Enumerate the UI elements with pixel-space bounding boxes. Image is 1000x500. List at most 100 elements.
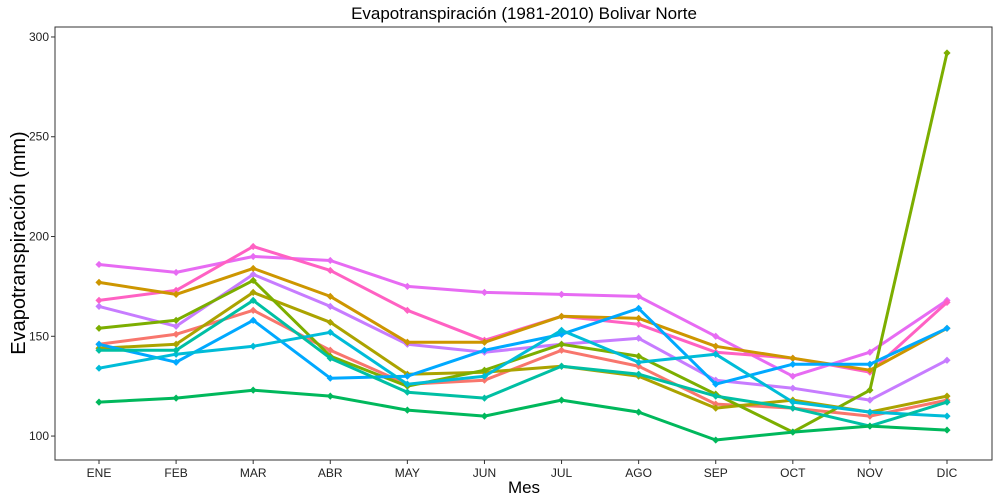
data-point <box>403 338 411 346</box>
data-point <box>557 340 566 348</box>
data-point <box>249 276 257 285</box>
data-point <box>480 338 489 346</box>
data-point <box>326 346 334 354</box>
data-point <box>635 362 643 370</box>
series-line <box>97 272 949 402</box>
data-point <box>172 286 180 294</box>
data-point <box>635 292 643 300</box>
series-3 <box>95 270 951 404</box>
data-point <box>326 318 334 326</box>
data-point <box>326 392 334 400</box>
x-tick-label: FEB <box>164 466 187 480</box>
y-axis: 100 150 200 250 300 <box>29 30 55 443</box>
data-point <box>172 346 180 354</box>
series-line <box>97 290 949 414</box>
series-11 <box>95 386 951 444</box>
data-point <box>712 392 720 400</box>
data-point <box>172 350 180 358</box>
data-point <box>172 322 180 330</box>
data-point <box>172 340 180 348</box>
series-1 <box>95 252 951 380</box>
x-tick-label: DIC <box>937 466 958 480</box>
data-point <box>172 358 180 366</box>
data-point <box>943 392 951 400</box>
data-point <box>557 346 566 354</box>
x-tick-label: NOV <box>857 466 883 480</box>
data-point <box>95 302 103 310</box>
series-8 <box>95 304 951 388</box>
x-tick-label: AGO <box>625 466 652 480</box>
data-point <box>172 268 180 277</box>
data-point <box>943 298 951 306</box>
data-point <box>95 296 103 304</box>
data-point <box>943 49 951 57</box>
series-10 <box>95 296 951 430</box>
chart-title: Evapotranspiración (1981-2010) Bolivar N… <box>351 4 697 23</box>
x-tick-label: MAR <box>240 466 267 480</box>
data-point <box>789 404 797 412</box>
y-tick-label: 200 <box>29 230 49 244</box>
data-point <box>557 330 566 338</box>
x-tick-label: SEP <box>704 466 728 480</box>
x-tick-label: OCT <box>780 466 806 480</box>
data-point <box>249 242 257 251</box>
data-point <box>403 380 411 388</box>
data-point <box>95 364 103 372</box>
series-line <box>97 298 949 428</box>
data-point <box>480 372 489 380</box>
data-point <box>943 398 951 406</box>
data-point <box>943 412 951 420</box>
data-point <box>95 278 103 287</box>
data-point <box>943 324 951 332</box>
series-line <box>97 328 949 418</box>
x-tick-label: MAY <box>395 466 420 480</box>
data-point <box>95 260 103 269</box>
data-point <box>95 398 103 406</box>
data-point <box>480 288 489 296</box>
data-point <box>172 316 180 324</box>
data-point <box>557 312 566 320</box>
data-point <box>172 394 180 402</box>
data-point <box>789 428 797 436</box>
x-tick-label: ABR <box>318 466 343 480</box>
data-point <box>712 350 720 358</box>
data-point <box>403 388 411 396</box>
data-point <box>326 328 334 336</box>
data-point <box>712 332 720 340</box>
data-point <box>172 330 180 338</box>
data-point <box>95 346 103 354</box>
series-line <box>97 308 949 418</box>
data-point <box>403 406 411 414</box>
data-point <box>557 290 566 298</box>
data-point <box>249 316 257 324</box>
data-point <box>712 436 720 444</box>
data-point <box>712 404 720 412</box>
x-axis: ENE FEB MAR ABR MAY JUN JUL AGO SEP OCT NOV DIC <box>87 460 958 480</box>
y-tick-label: 150 <box>29 329 49 343</box>
data-point <box>249 288 257 296</box>
data-point <box>866 396 874 404</box>
series-line <box>97 388 949 442</box>
data-point <box>635 370 643 378</box>
series-line <box>97 306 949 386</box>
data-point <box>866 408 874 416</box>
data-point <box>480 394 489 402</box>
y-tick-label: 250 <box>29 130 49 144</box>
x-tick-label: ENE <box>87 466 112 480</box>
x-axis-label: Mes <box>508 478 540 497</box>
data-point <box>557 396 566 404</box>
data-point <box>249 386 257 394</box>
data-point <box>480 346 489 354</box>
data-point <box>712 376 720 384</box>
data-point <box>403 282 411 291</box>
data-point <box>249 342 257 350</box>
series-9 <box>95 326 951 420</box>
data-point <box>635 314 643 322</box>
series-line <box>97 255 949 378</box>
data-point <box>712 400 720 408</box>
data-point <box>789 398 797 406</box>
data-point <box>557 362 566 370</box>
y-tick-label: 300 <box>29 30 49 44</box>
data-point <box>789 372 797 380</box>
data-point <box>326 374 334 382</box>
